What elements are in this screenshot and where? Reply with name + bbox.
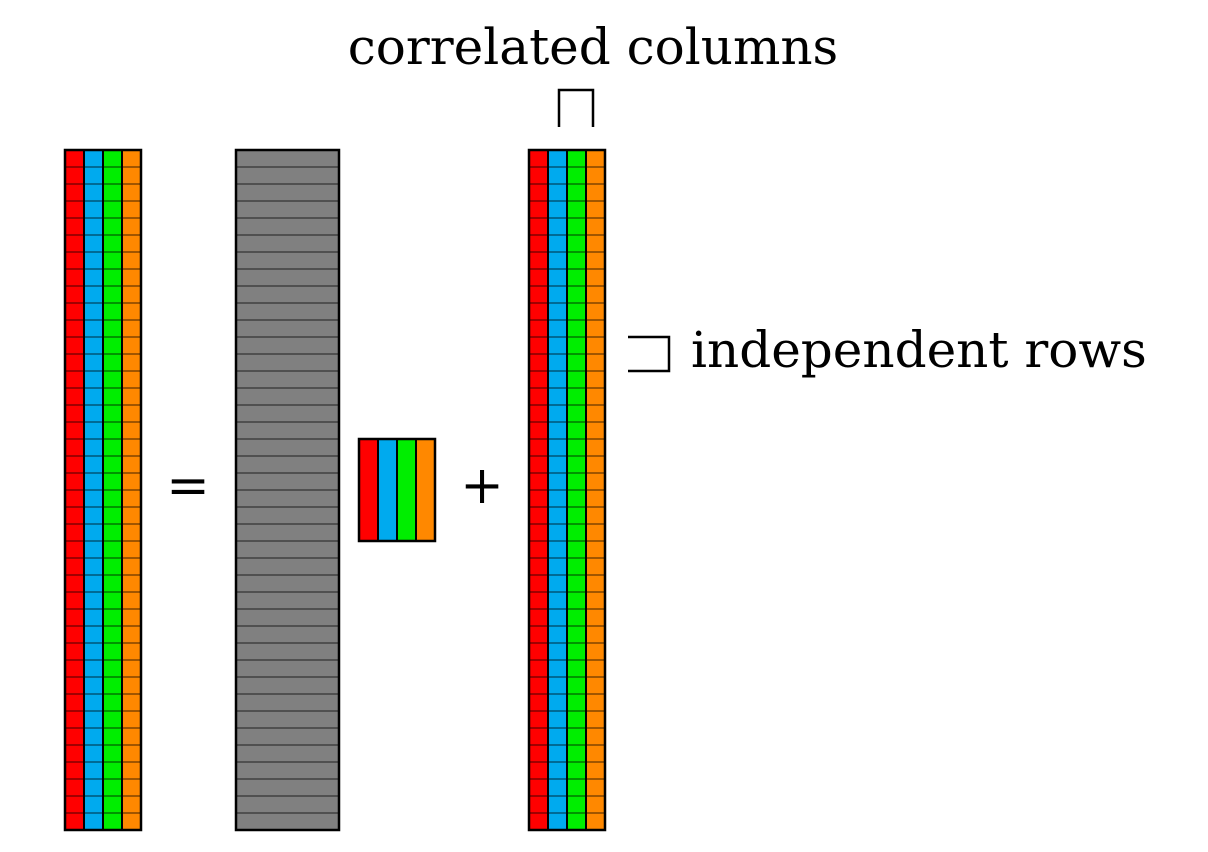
column-red — [358, 438, 379, 542]
equals-sign: = — [166, 456, 210, 516]
matrix-border — [527, 148, 607, 832]
right-bracket-icon — [628, 335, 671, 373]
small-coefficient-matrix — [357, 437, 437, 543]
plus-sign: + — [460, 456, 504, 516]
right-label: independent rows — [691, 321, 1147, 379]
top-label: correlated columns — [348, 18, 838, 76]
column-orange — [415, 438, 436, 542]
matrix-border — [63, 148, 143, 832]
right-colored-matrix — [527, 148, 607, 832]
column-blue — [377, 438, 398, 542]
gray-matrix — [234, 148, 341, 832]
top-bracket-icon — [557, 88, 595, 127]
column-green — [396, 438, 417, 542]
left-colored-matrix — [63, 148, 143, 832]
matrix-border — [357, 437, 437, 543]
